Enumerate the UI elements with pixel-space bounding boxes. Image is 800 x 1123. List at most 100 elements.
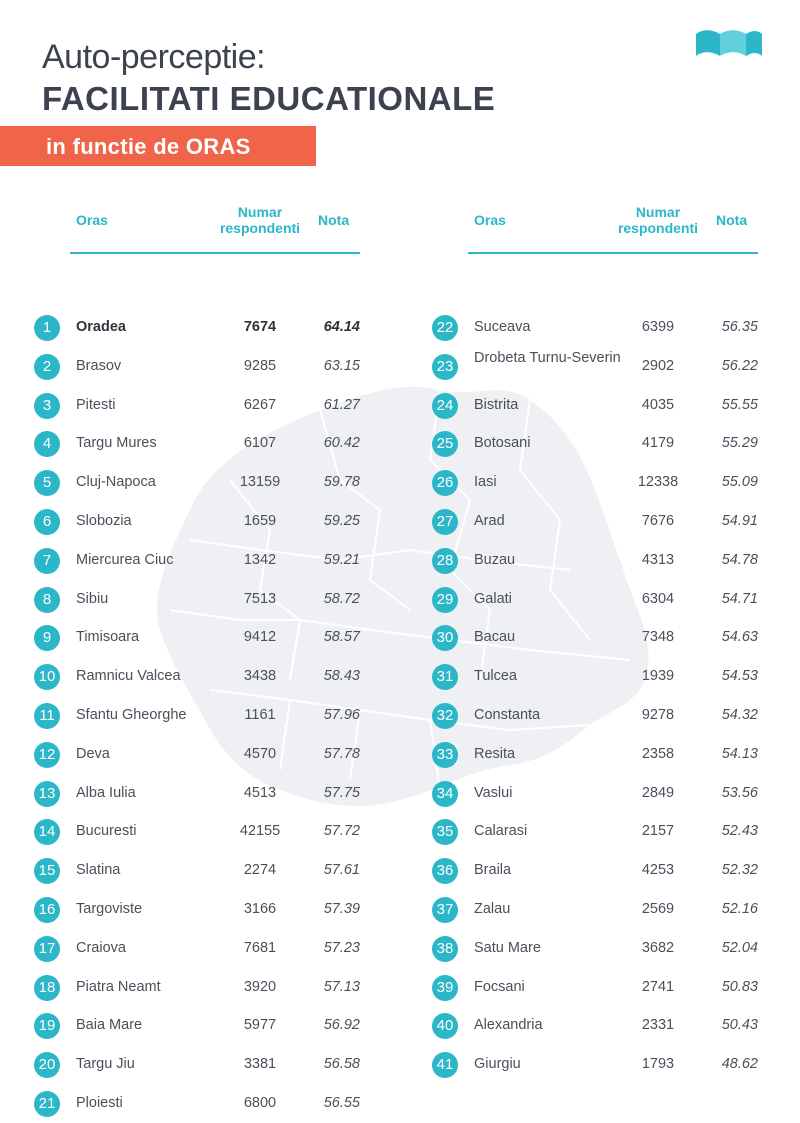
respondent-count: 4179 — [641, 435, 675, 452]
city-name: Sibiu — [76, 590, 109, 607]
rank-badge: 40 — [432, 1013, 458, 1040]
respondent-count: 2849 — [641, 784, 675, 801]
rank-badge: 28 — [432, 547, 458, 574]
respondent-count: 4313 — [641, 551, 675, 568]
city-name: Targoviste — [76, 900, 143, 917]
respondent-count: 42155 — [239, 823, 281, 840]
score-value: 57.23 — [323, 939, 360, 956]
respondent-count: 4253 — [641, 862, 675, 879]
table-row: 40 Alexandria 2331 50.43 — [398, 1006, 758, 1045]
city-name: Slatina — [76, 862, 121, 879]
table-row: 13 Alba Iulia 4513 57.75 — [0, 774, 360, 813]
rank-badge: 37 — [432, 896, 458, 923]
rank-badge: 21 — [34, 1090, 60, 1117]
city-name: Targu Jiu — [76, 1056, 135, 1073]
city-name: Bucuresti — [76, 823, 137, 840]
respondent-count: 2274 — [243, 862, 277, 879]
table-row: 30 Bacau 7348 54.63 — [398, 618, 758, 657]
score-value: 57.78 — [323, 745, 360, 762]
table-row: 27 Arad 7676 54.91 — [398, 502, 758, 541]
city-name: Brasov — [76, 357, 122, 374]
respondent-count: 2331 — [641, 1017, 675, 1034]
city-name: Ramnicu Valcea — [76, 668, 181, 685]
table-row: 4 Targu Mures 6107 60.42 — [0, 424, 360, 463]
respondent-count: 1939 — [641, 668, 675, 685]
city-name: Alba Iulia — [76, 784, 136, 801]
score-value: 57.72 — [323, 823, 360, 840]
rank-badge: 34 — [432, 780, 458, 807]
score-value: 60.42 — [323, 435, 360, 452]
rank-badge: 18 — [34, 974, 60, 1001]
score-value: 57.96 — [323, 706, 360, 723]
rank-badge: 27 — [432, 508, 458, 535]
header-oras: Oras — [76, 212, 108, 228]
score-value: 55.09 — [721, 474, 758, 491]
rank-badge: 24 — [432, 392, 458, 419]
city-name: Vaslui — [474, 784, 513, 801]
score-value: 64.14 — [323, 319, 360, 335]
header: Auto-perceptie: FACILITATI EDUCATIONALE … — [0, 0, 800, 180]
table-row: 38 Satu Mare 3682 52.04 — [398, 929, 758, 968]
respondent-count: 12338 — [637, 474, 679, 491]
rank-badge: 8 — [34, 586, 60, 613]
respondent-count: 2741 — [641, 978, 675, 995]
respondent-count: 9278 — [641, 706, 675, 723]
header-oras: Oras — [474, 212, 506, 228]
score-value: 58.43 — [323, 668, 360, 685]
column-header: Oras Numar respondenti Nota — [0, 196, 360, 254]
rank-badge: 7 — [34, 547, 60, 574]
rank-badge: 13 — [34, 780, 60, 807]
city-name: Zalau — [474, 900, 511, 917]
respondent-count: 3682 — [641, 939, 675, 956]
score-value: 55.55 — [721, 396, 758, 413]
score-value: 57.75 — [323, 784, 360, 801]
ranking-column-right: Oras Numar respondenti Nota 22 Suceava 639… — [398, 196, 758, 1084]
rank-badge: 36 — [432, 858, 458, 885]
score-value: 56.58 — [323, 1056, 360, 1073]
score-value: 55.29 — [721, 435, 758, 452]
city-name: Giurgiu — [474, 1056, 521, 1073]
score-value: 57.13 — [323, 978, 360, 995]
rank-badge: 10 — [34, 664, 60, 691]
respondent-count: 9285 — [243, 357, 277, 374]
city-name: Slobozia — [76, 512, 132, 529]
table-row: 29 Galati 6304 54.71 — [398, 580, 758, 619]
score-value: 59.78 — [323, 474, 360, 491]
score-value: 59.25 — [323, 512, 360, 529]
title-line-2: FACILITATI EDUCATIONALE — [42, 80, 496, 117]
score-value: 56.55 — [323, 1094, 360, 1111]
respondent-count: 3166 — [243, 900, 277, 917]
rank-badge: 23 — [432, 353, 458, 380]
rank-badge: 30 — [432, 625, 458, 652]
city-name: Bacau — [474, 629, 516, 646]
respondent-count: 7676 — [641, 512, 675, 529]
table-row: 25 Botosani 4179 55.29 — [398, 424, 758, 463]
city-name: Targu Mures — [76, 435, 157, 452]
city-name: Braila — [474, 862, 512, 879]
score-value: 56.22 — [721, 357, 758, 374]
table-row: 11 Sfantu Gheorghe 1161 57.96 — [0, 696, 360, 735]
rank-badge: 32 — [432, 702, 458, 729]
city-name: Miercurea Ciuc — [76, 551, 174, 568]
table-row: 36 Braila 4253 52.32 — [398, 851, 758, 890]
city-name: Resita — [474, 745, 516, 762]
table-row: 28 Buzau 4313 54.78 — [398, 541, 758, 580]
city-name: Buzau — [474, 551, 516, 568]
city-name: Arad — [474, 512, 505, 529]
respondent-count: 6399 — [641, 319, 675, 335]
header-divider — [70, 252, 360, 254]
table-row: 5 Cluj-Napoca 13159 59.78 — [0, 463, 360, 502]
score-value: 54.13 — [721, 745, 758, 762]
table-row: 41 Giurgiu 1793 48.62 — [398, 1045, 758, 1084]
score-value: 54.91 — [721, 512, 758, 529]
city-name: Tulcea — [474, 668, 517, 685]
rank-badge: 29 — [432, 586, 458, 613]
score-value: 59.21 — [323, 551, 360, 568]
header-divider — [468, 252, 758, 254]
table-row: 18 Piatra Neamt 3920 57.13 — [0, 968, 360, 1007]
score-value: 54.53 — [721, 668, 758, 685]
title-line-1: Auto-perceptie: — [42, 38, 266, 76]
respondent-count: 6304 — [641, 590, 675, 607]
respondent-count: 5977 — [243, 1017, 277, 1034]
table-row: 35 Calarasi 2157 52.43 — [398, 812, 758, 851]
